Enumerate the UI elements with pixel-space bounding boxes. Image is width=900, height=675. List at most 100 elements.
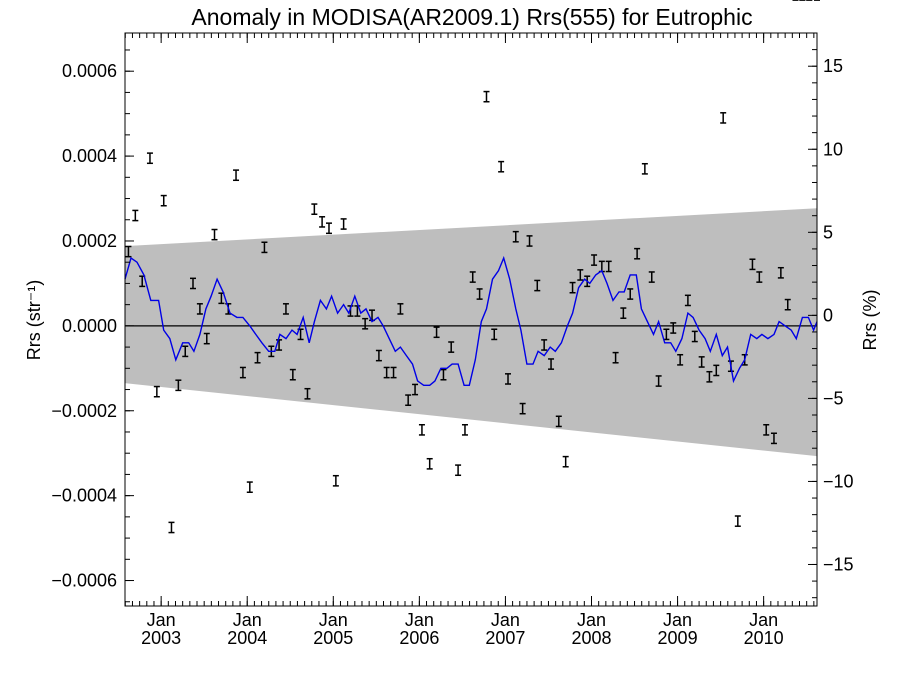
data-point — [246, 481, 253, 493]
data-point — [541, 339, 548, 351]
y-right-tick-label: 10 — [823, 139, 843, 159]
data-point — [734, 515, 741, 527]
data-point — [720, 112, 727, 124]
left-y-axis: 0.0006 0.0004 0.0002 0.0000 −0.0002 −0.0004 −0… — [51, 49, 134, 603]
data-point — [577, 269, 584, 281]
data-point — [749, 258, 756, 271]
x-tick-label-year: 2006 — [399, 628, 439, 648]
y-left-tick-label: 0.0000 — [62, 316, 117, 336]
data-point — [498, 160, 505, 173]
data-point — [706, 370, 713, 383]
y-axis-left-label: Rrs (str⁻¹) — [24, 280, 44, 360]
data-point — [548, 358, 555, 370]
y-left-tick-label: 0.0002 — [62, 231, 117, 251]
y-right-tick-label: −10 — [823, 471, 854, 491]
data-point — [233, 169, 240, 182]
data-point — [784, 298, 791, 311]
data-point — [189, 277, 196, 290]
data-point — [239, 366, 246, 379]
y-left-tick-label: 0.0004 — [62, 146, 117, 166]
x-tick-label-year: 2004 — [227, 628, 267, 648]
data-point — [282, 303, 289, 315]
data-point — [160, 194, 167, 207]
x-tick-label-month: Jan — [405, 610, 434, 630]
chart-title: Anomaly in MODISA(AR2009.1) Rrs(555) for… — [191, 4, 752, 30]
data-point — [383, 366, 390, 379]
data-point — [505, 373, 512, 385]
data-point — [261, 241, 268, 254]
x-tick-label-month: Jan — [577, 610, 606, 630]
plot-frame — [124, 32, 818, 607]
data-point — [526, 235, 533, 247]
data-point — [340, 218, 347, 230]
data-point — [756, 271, 763, 283]
data-point — [412, 383, 419, 396]
data-point — [146, 152, 153, 165]
data-point — [254, 351, 261, 364]
x-tick-label-year: 2005 — [313, 628, 353, 648]
data-point — [655, 375, 662, 387]
data-point — [433, 326, 440, 339]
data-point — [591, 254, 598, 266]
x-tick-label-month: Jan — [663, 610, 692, 630]
data-point — [469, 271, 476, 283]
data-point — [211, 228, 218, 241]
x-tick-label-month: Jan — [233, 610, 262, 630]
data-point — [562, 455, 569, 468]
data-point — [289, 368, 296, 381]
data-point — [491, 328, 498, 341]
data-point — [519, 402, 526, 415]
data-point — [763, 424, 770, 436]
confidence-band — [125, 208, 817, 457]
data-point — [476, 288, 483, 300]
y-left-tick-label: 0.0006 — [62, 61, 117, 81]
data-point — [641, 162, 648, 175]
data-point — [777, 266, 784, 279]
data-point — [196, 303, 203, 315]
data-point — [132, 209, 139, 222]
data-point — [182, 345, 189, 358]
data-point — [203, 332, 210, 345]
data-point — [175, 379, 182, 392]
y-right-tick-label: 15 — [823, 56, 843, 76]
data-point — [311, 203, 318, 215]
right-y-axis: 15 10 5 0 −5 −10 −15 — [808, 49, 854, 599]
data-point — [620, 307, 627, 319]
data-point — [770, 432, 777, 445]
data-point — [354, 305, 361, 317]
series-line-layer — [124, 255, 818, 386]
data-point — [332, 474, 339, 487]
data-point — [670, 322, 677, 334]
data-point — [426, 457, 433, 470]
data-point — [397, 303, 404, 315]
data-point — [405, 394, 412, 406]
data-point — [713, 364, 720, 377]
plot-area — [124, 0, 820, 607]
data-point — [605, 260, 612, 273]
x-tick-label-year: 2010 — [744, 628, 784, 648]
y-left-tick-label: −0.0006 — [51, 571, 117, 591]
x-tick-label-month: Jan — [147, 610, 176, 630]
y-right-tick-label: 5 — [823, 222, 833, 242]
x-tick-label-month: Jan — [749, 610, 778, 630]
data-point — [125, 245, 132, 258]
data-point — [698, 356, 705, 368]
data-point — [319, 216, 326, 228]
data-point — [569, 281, 576, 294]
x-tick-label-month: Jan — [491, 610, 520, 630]
y-left-tick-label: −0.0002 — [51, 401, 117, 421]
data-point — [555, 415, 562, 428]
data-point — [483, 90, 490, 103]
x-tick-label-year: 2003 — [141, 628, 181, 648]
data-point — [612, 351, 619, 364]
data-point — [325, 222, 332, 235]
x-tick-label-year: 2009 — [658, 628, 698, 648]
data-point — [691, 330, 698, 343]
confidence-band-layer — [125, 208, 817, 457]
x-tick-label-year: 2008 — [571, 628, 611, 648]
y-left-tick-label: −0.0004 — [51, 486, 117, 506]
y-right-tick-label: −15 — [823, 554, 854, 574]
data-point — [448, 341, 455, 353]
data-point — [648, 271, 655, 283]
